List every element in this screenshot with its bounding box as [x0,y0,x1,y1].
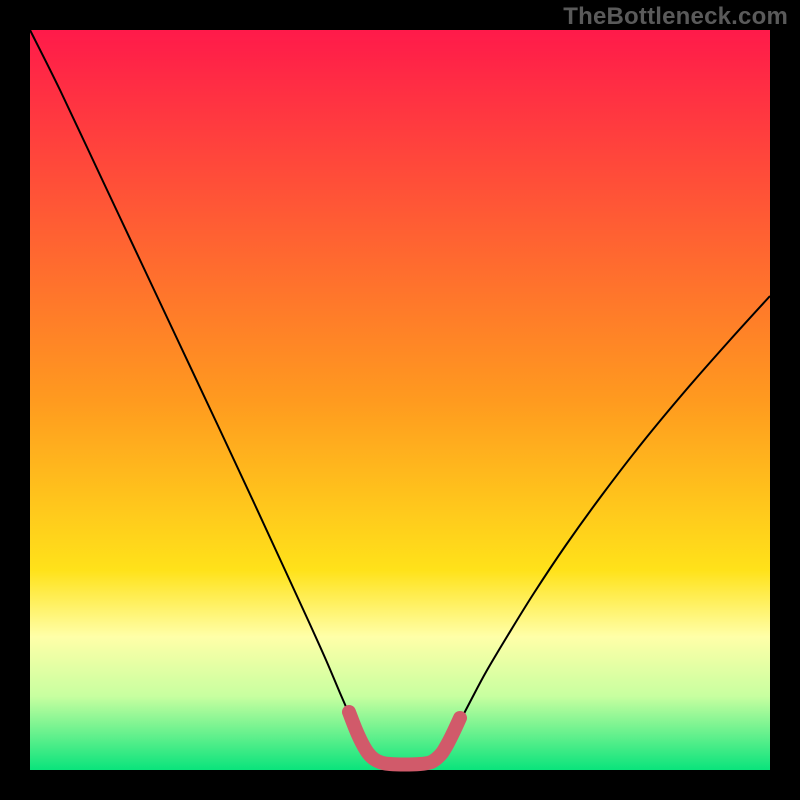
highlight-segment [349,712,460,765]
bottleneck-curve [30,30,770,765]
chart-svg [0,0,800,800]
